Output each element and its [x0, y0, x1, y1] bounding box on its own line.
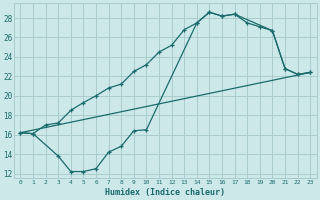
X-axis label: Humidex (Indice chaleur): Humidex (Indice chaleur): [105, 188, 225, 197]
